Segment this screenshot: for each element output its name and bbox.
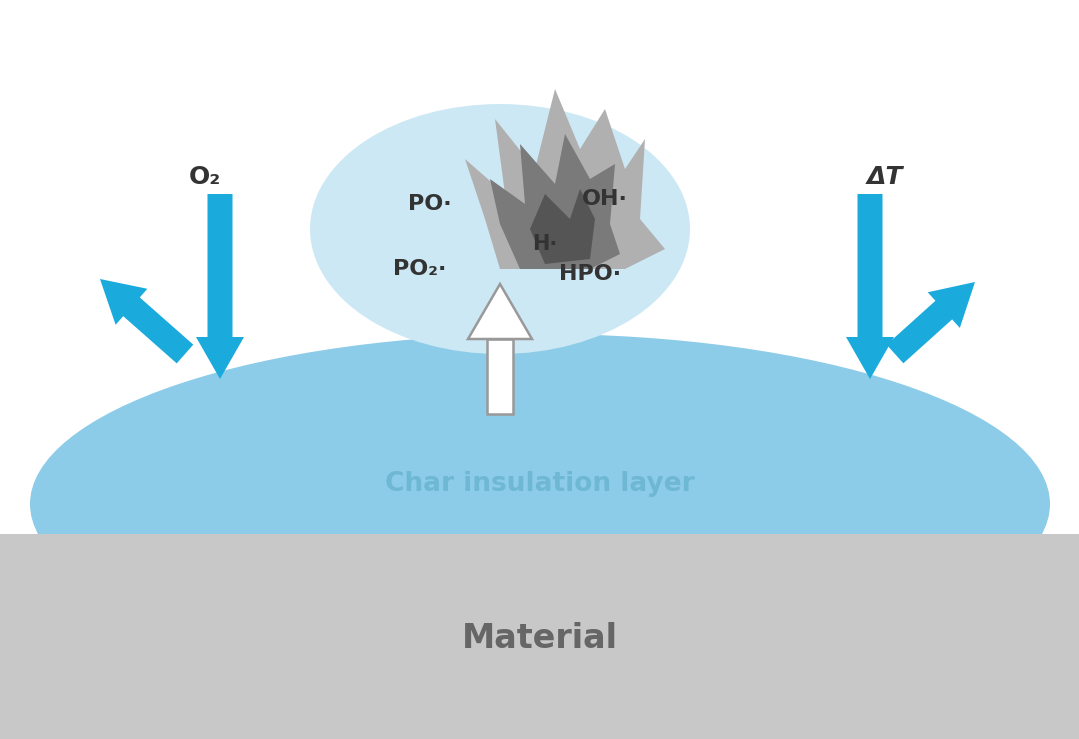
FancyArrow shape bbox=[846, 194, 894, 379]
Bar bbox=[0, 0, 1079, 534]
Ellipse shape bbox=[30, 334, 1050, 674]
Text: HPO·: HPO· bbox=[559, 264, 622, 284]
Polygon shape bbox=[490, 134, 620, 269]
Polygon shape bbox=[530, 189, 595, 264]
Text: H·: H· bbox=[532, 234, 558, 254]
Text: PO₂·: PO₂· bbox=[394, 259, 447, 279]
Text: OH·: OH· bbox=[582, 189, 628, 209]
Bar bbox=[0, 534, 1079, 739]
Text: ΔT: ΔT bbox=[866, 165, 903, 189]
Text: Char insulation layer: Char insulation layer bbox=[385, 471, 695, 497]
FancyArrow shape bbox=[887, 282, 975, 364]
Text: O₂: O₂ bbox=[189, 165, 221, 189]
FancyArrow shape bbox=[100, 279, 193, 364]
Polygon shape bbox=[468, 284, 532, 339]
Text: PO·: PO· bbox=[408, 194, 452, 214]
Bar bbox=[487, 339, 513, 414]
FancyArrow shape bbox=[196, 194, 244, 379]
Polygon shape bbox=[465, 89, 665, 269]
Text: Material: Material bbox=[462, 622, 617, 655]
Ellipse shape bbox=[310, 104, 689, 354]
